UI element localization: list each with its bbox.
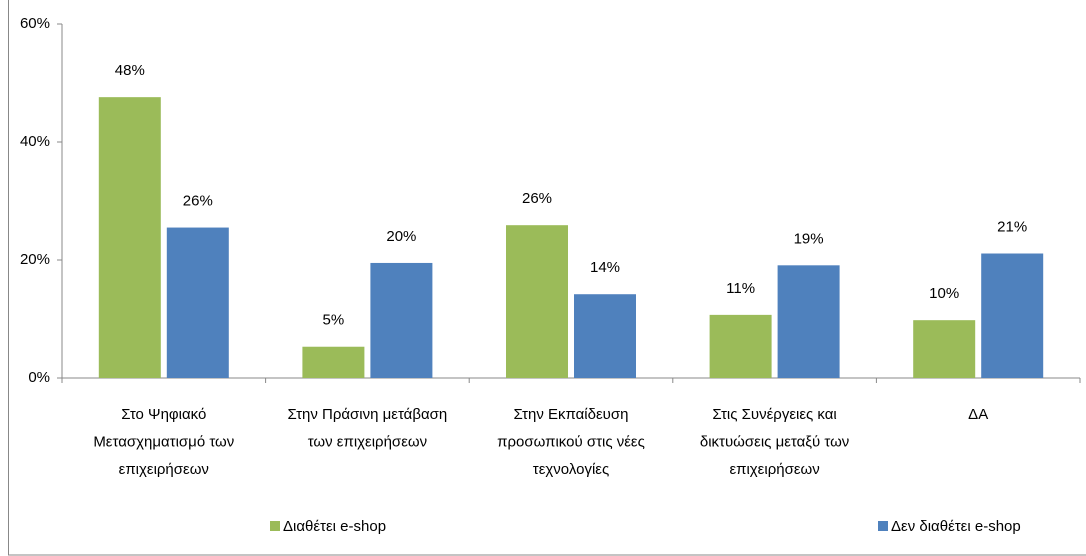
bar: [574, 294, 636, 378]
value-label: 10%: [929, 285, 959, 302]
value-label: 5%: [323, 312, 345, 329]
x-tick-label: Στην Πράσινη μετάβαση: [288, 406, 448, 423]
legend-label: Δεν διαθέτει e-shop: [891, 518, 1021, 535]
x-tick-label: προσωπικού στις νέες: [497, 433, 645, 450]
value-label: 14%: [590, 259, 620, 276]
x-tick-label: ΔΑ: [968, 406, 988, 423]
x-tick-label: των επιχειρήσεων: [308, 433, 427, 450]
bar: [981, 253, 1044, 378]
bar: [777, 265, 840, 378]
value-label: 48%: [115, 62, 145, 79]
bar: [166, 227, 229, 378]
value-label: 26%: [522, 190, 552, 207]
legend-label: Διαθέτει e-shop: [283, 518, 386, 535]
bar: [709, 314, 772, 378]
value-label: 21%: [997, 218, 1027, 235]
bar: [98, 97, 161, 378]
x-tick-label: Στην Εκπαίδευση: [514, 406, 629, 423]
y-tick-label: 60%: [20, 15, 50, 32]
x-tick-label: Μετασχηματισμό των: [93, 433, 234, 450]
bar: [370, 262, 433, 378]
bar: [506, 225, 568, 378]
x-tick-label: τεχνολογίες: [533, 461, 609, 478]
y-tick-label: 20%: [20, 251, 50, 268]
y-tick-label: 0%: [28, 369, 50, 386]
x-tick-label: επιχειρήσεων: [729, 461, 819, 478]
value-label: 11%: [726, 280, 755, 297]
chart-border: [8, 0, 1086, 556]
x-tick-label: δικτυώσεις μεταξύ των: [700, 433, 849, 450]
bar: [302, 346, 365, 378]
value-label: 26%: [183, 193, 213, 210]
y-tick-label: 40%: [20, 133, 50, 150]
legend-swatch: [878, 521, 888, 531]
bar: [913, 320, 976, 378]
value-label: 19%: [794, 230, 824, 247]
x-tick-label: Στο Ψηφιακό: [121, 406, 206, 423]
x-tick-label: επιχειρήσεων: [119, 461, 209, 478]
legend-swatch: [270, 521, 280, 531]
x-tick-label: Στις Συνέργειες και: [712, 406, 836, 423]
value-label: 20%: [386, 228, 416, 245]
